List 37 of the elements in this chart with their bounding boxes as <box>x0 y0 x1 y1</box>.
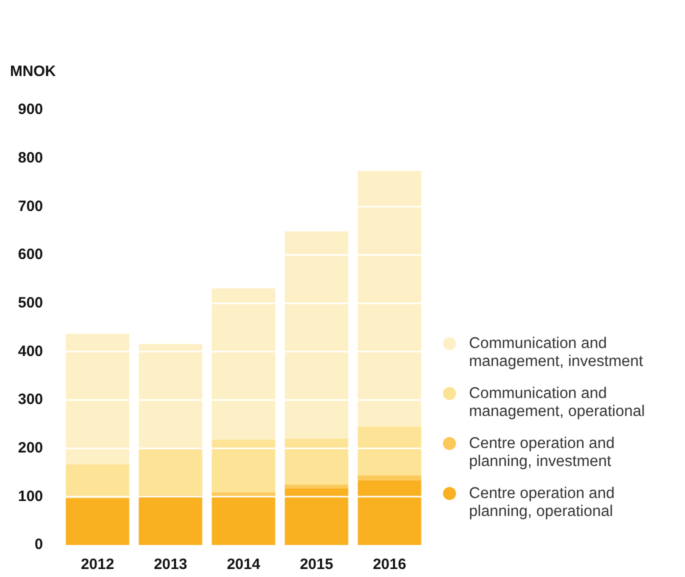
bar <box>66 334 130 464</box>
y-tick-label: 300 <box>18 391 44 408</box>
bar <box>358 480 422 545</box>
y-tick-label: 500 <box>18 294 44 312</box>
y-tick-label: 200 <box>18 439 44 456</box>
bar <box>66 464 130 498</box>
x-tick-label: 2014 <box>226 556 261 574</box>
legend-label: Centre operation and planning, investment <box>469 435 616 471</box>
bar <box>138 496 202 545</box>
x-tick-label: 2015 <box>300 556 334 574</box>
y-tick-label: 100 <box>18 488 44 505</box>
y-axis-title: MNOK <box>10 63 56 80</box>
bar <box>138 344 202 450</box>
bar <box>212 288 276 440</box>
y-tick-label: 700 <box>18 198 44 215</box>
legend-label: Communication and management, operational <box>469 385 646 421</box>
bar <box>284 231 348 439</box>
bar <box>358 475 422 480</box>
legend-label: Centre operation and planning, operational <box>469 485 616 521</box>
bar <box>358 426 422 476</box>
x-tick-label: 2013 <box>154 556 188 574</box>
legend-label: Communication and management, investment <box>469 335 644 371</box>
y-tick-label: 0 <box>34 536 44 554</box>
bar <box>66 498 130 545</box>
bar <box>284 438 348 485</box>
bar <box>284 488 348 545</box>
y-tick-label: 900 <box>18 101 44 118</box>
x-tick-label: 2012 <box>80 556 114 574</box>
bar <box>212 440 276 492</box>
y-tick-label: 600 <box>18 246 44 264</box>
bar <box>138 449 202 496</box>
bar <box>358 170 422 427</box>
y-tick-label: 400 <box>18 342 44 360</box>
y-tick-label: 800 <box>18 149 44 166</box>
bar <box>212 496 276 545</box>
bar <box>284 484 348 488</box>
x-tick-label: 2016 <box>372 556 406 574</box>
